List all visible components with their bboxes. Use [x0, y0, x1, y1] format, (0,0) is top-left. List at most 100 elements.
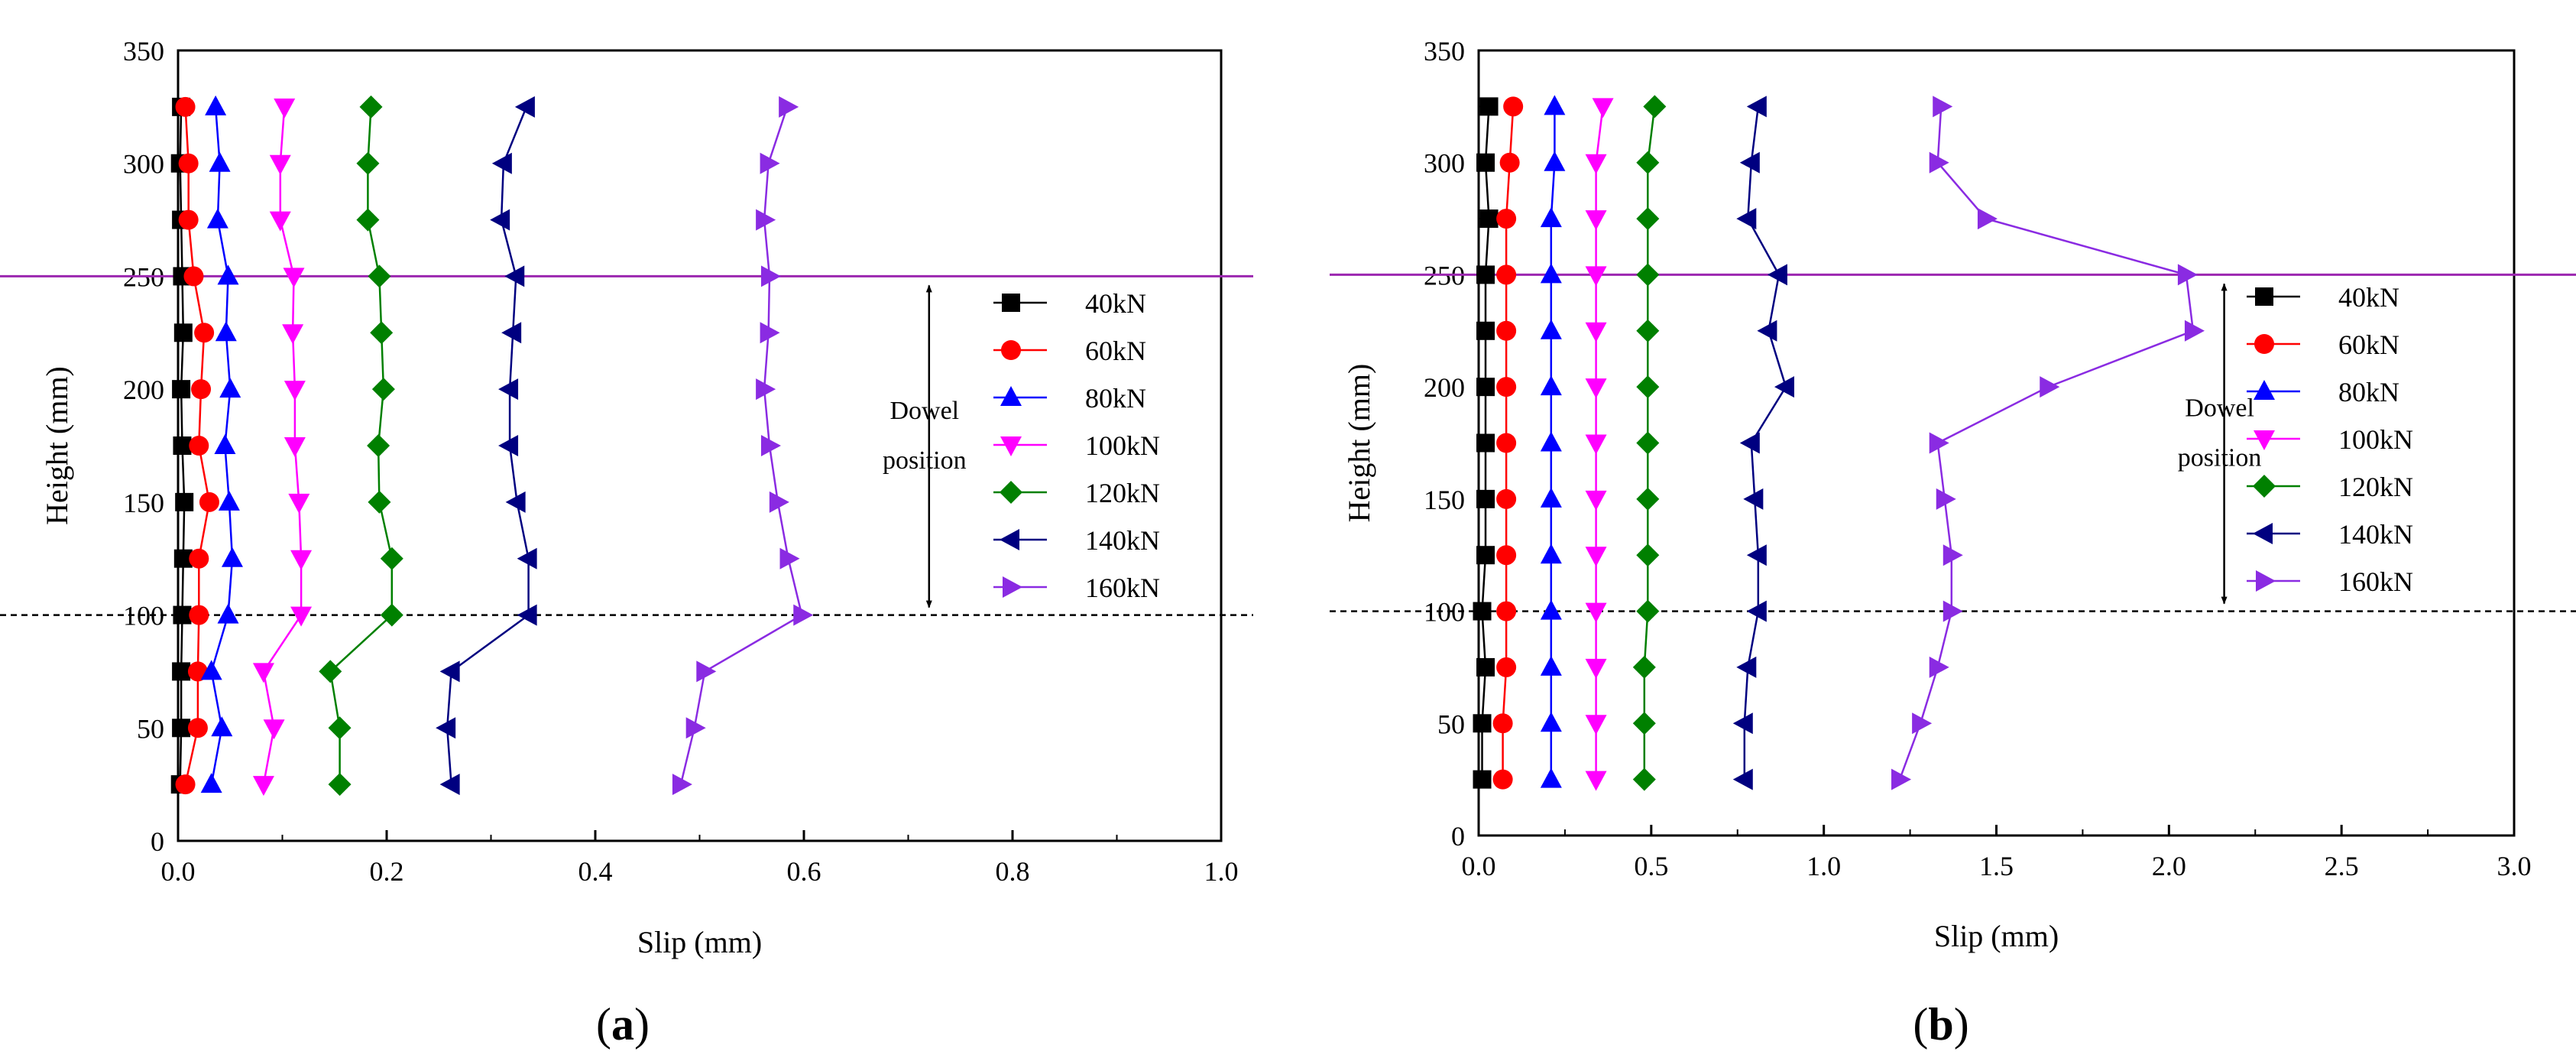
data-point [760, 152, 780, 174]
series-140kN [436, 96, 537, 796]
series-80kN [1540, 95, 1566, 788]
data-point [187, 718, 208, 738]
data-point [1476, 546, 1495, 565]
series-100kN [252, 98, 313, 797]
series-60kN [175, 96, 219, 795]
data-point [282, 324, 304, 345]
legend-item: 40kN [993, 288, 1146, 319]
data-point [1632, 712, 1656, 735]
legend-marker [2254, 380, 2275, 400]
y-tick-label: 350 [1424, 36, 1465, 67]
y-tick-label: 300 [123, 149, 164, 180]
data-point [1736, 208, 1757, 230]
y-tick-label: 200 [1424, 372, 1465, 403]
data-point [2184, 320, 2205, 342]
x-tick-label: 2.5 [2325, 851, 2359, 881]
y-tick-label: 200 [123, 375, 164, 405]
data-point [175, 96, 196, 117]
y-tick-label: 50 [1437, 709, 1465, 739]
legend-label: 140kN [1085, 525, 1160, 556]
data-point [200, 773, 222, 793]
data-point [1632, 767, 1656, 791]
legend-marker [1000, 481, 1022, 504]
data-point [173, 436, 192, 455]
chart-panel-b: 0.0 0.5 1.0 1.5 2.0 2.5 3.00501001502002503003… [1330, 36, 2576, 1050]
data-point [1479, 97, 1499, 116]
data-point [1585, 154, 1607, 174]
data-point [779, 547, 800, 569]
x-tick-label: 0.2 [370, 856, 404, 887]
legend-item: 100kN [993, 430, 1160, 461]
data-point [769, 491, 789, 513]
legend-marker [2254, 430, 2275, 450]
data-point [175, 492, 194, 511]
x-tick-label: 0.6 [787, 856, 821, 887]
data-point [760, 322, 780, 344]
data-point [490, 209, 510, 231]
data-point [1585, 266, 1607, 287]
data-point [290, 606, 313, 627]
data-point [1943, 544, 1963, 566]
data-point [1643, 95, 1667, 118]
data-point [1540, 712, 1562, 732]
series-80kN [200, 95, 243, 793]
data-point [211, 716, 233, 737]
legend-marker [1000, 436, 1022, 456]
x-tick-label: 0.5 [1634, 851, 1668, 881]
data-point [284, 381, 306, 401]
data-point [1929, 656, 1949, 678]
data-point [252, 776, 274, 797]
legend-item: 100kN [2247, 424, 2413, 455]
legend-marker [1003, 576, 1022, 598]
data-point [189, 605, 209, 625]
x-tick-label: 0.0 [161, 856, 196, 887]
data-point [436, 717, 456, 739]
chart-panel-a: 0.0 0.2 0.4 0.6 0.8 1.0050100150200250300350S… [0, 36, 1253, 1050]
data-point [359, 95, 383, 118]
data-point [498, 378, 519, 401]
data-point [1943, 600, 1963, 622]
data-point [1636, 543, 1660, 567]
data-point [214, 434, 236, 454]
data-point [1476, 265, 1495, 284]
data-point [1540, 431, 1562, 452]
data-point [498, 435, 519, 456]
data-point [1540, 487, 1562, 508]
legend-marker [1000, 529, 1019, 550]
data-point [1496, 433, 1517, 453]
legend-item: 60kN [993, 336, 1146, 366]
legend-item: 40kN [2247, 282, 2399, 313]
data-point [1585, 602, 1607, 623]
data-point [200, 660, 222, 680]
data-point [1496, 657, 1517, 677]
data-point [1736, 656, 1757, 678]
data-point [1636, 151, 1660, 174]
x-axis: 0.0 0.5 1.0 1.5 2.0 2.5 3.0 [1462, 825, 2532, 881]
data-point [1476, 657, 1495, 677]
data-point [1636, 599, 1660, 623]
data-point [517, 547, 537, 569]
data-point [501, 322, 522, 344]
data-point [194, 323, 215, 343]
data-point [685, 717, 706, 739]
data-point [368, 490, 391, 514]
data-point [1933, 96, 1953, 118]
data-point [189, 548, 209, 569]
legend-item: 80kN [993, 383, 1146, 414]
data-point [368, 264, 391, 288]
data-point [1936, 488, 1956, 510]
legend-label: 80kN [1085, 383, 1146, 414]
series-60kN [1492, 96, 1524, 790]
y-tick-label: 0 [1451, 821, 1465, 852]
data-point [356, 151, 380, 175]
data-point [1540, 263, 1562, 284]
data-point [1503, 96, 1524, 117]
data-point [1746, 96, 1767, 118]
x-tick-label: 1.5 [1979, 851, 2014, 881]
data-point [217, 603, 239, 624]
legend-label: 160kN [1085, 573, 1160, 603]
legend-item: 120kN [993, 478, 1160, 508]
data-point [380, 603, 403, 627]
legend-item: 60kN [2247, 329, 2399, 360]
data-point [263, 719, 285, 740]
